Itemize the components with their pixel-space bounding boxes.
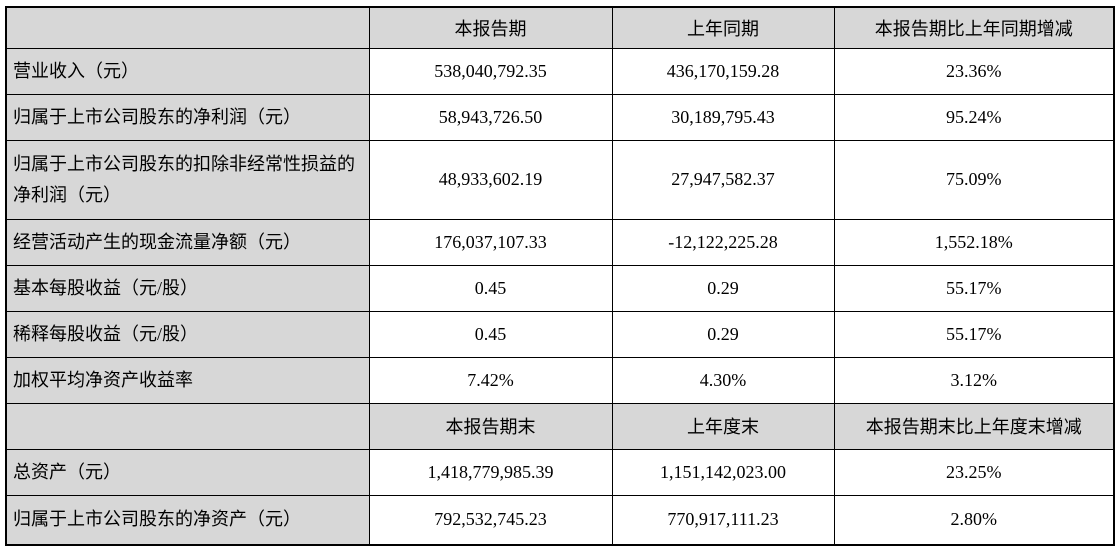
change-value: 3.12%: [833, 356, 1115, 404]
column-header-period-change: 本报告期比上年同期增减: [833, 6, 1115, 49]
table-row-net-profit: 归属于上市公司股东的净利润（元） 58,943,726.50 30,189,79…: [5, 93, 1115, 141]
row-label: 营业收入（元）: [5, 47, 370, 95]
table-row-net-profit-excl-nonrecurring: 归属于上市公司股东的扣除非经常性损益的净利润（元） 48,933,602.19 …: [5, 139, 1115, 220]
change-value: 95.24%: [833, 93, 1115, 141]
period-header-row: 本报告期 上年同期 本报告期比上年同期增减: [5, 6, 1115, 49]
prior-period-value: 0.29: [611, 310, 835, 358]
prior-period-value: 0.29: [611, 264, 835, 312]
prior-period-value: 1,151,142,023.00: [611, 448, 835, 496]
table-row-total-assets: 总资产（元） 1,418,779,985.39 1,151,142,023.00…: [5, 448, 1115, 496]
row-label: 归属于上市公司股东的净利润（元）: [5, 93, 370, 141]
row-label: 稀释每股收益（元/股）: [5, 310, 370, 358]
change-value: 55.17%: [833, 310, 1115, 358]
corner-cell: [5, 6, 370, 49]
table-row-net-assets: 归属于上市公司股东的净资产（元） 792,532,745.23 770,917,…: [5, 494, 1115, 546]
column-header-year-end-change: 本报告期末比上年度末增减: [833, 402, 1115, 450]
table-row-weighted-avg-roe: 加权平均净资产收益率 7.42% 4.30% 3.12%: [5, 356, 1115, 404]
row-label: 归属于上市公司股东的扣除非经常性损益的净利润（元）: [5, 139, 370, 220]
current-period-value: 0.45: [368, 264, 613, 312]
table-row-diluted-eps: 稀释每股收益（元/股） 0.45 0.29 55.17%: [5, 310, 1115, 358]
period-end-header-row: 本报告期末 上年度末 本报告期末比上年度末增减: [5, 402, 1115, 450]
current-period-value: 538,040,792.35: [368, 47, 613, 95]
current-period-value: 48,933,602.19: [368, 139, 613, 220]
prior-period-value: 30,189,795.43: [611, 93, 835, 141]
change-value: 23.36%: [833, 47, 1115, 95]
prior-period-value: 436,170,159.28: [611, 47, 835, 95]
financial-summary-table: 本报告期 上年同期 本报告期比上年同期增减 营业收入（元） 538,040,79…: [5, 6, 1115, 546]
table-row-operating-revenue: 营业收入（元） 538,040,792.35 436,170,159.28 23…: [5, 47, 1115, 95]
column-header-current-period: 本报告期: [368, 6, 613, 49]
prior-period-value: 770,917,111.23: [611, 494, 835, 546]
column-header-prior-period: 上年同期: [611, 6, 835, 49]
row-label: 经营活动产生的现金流量净额（元）: [5, 218, 370, 266]
change-value: 1,552.18%: [833, 218, 1115, 266]
prior-period-value: 4.30%: [611, 356, 835, 404]
prior-period-value: 27,947,582.37: [611, 139, 835, 220]
change-value: 75.09%: [833, 139, 1115, 220]
change-value: 2.80%: [833, 494, 1115, 546]
current-period-value: 792,532,745.23: [368, 494, 613, 546]
row-label: 基本每股收益（元/股）: [5, 264, 370, 312]
column-header-prior-year-end: 上年度末: [611, 402, 835, 450]
table-row-basic-eps: 基本每股收益（元/股） 0.45 0.29 55.17%: [5, 264, 1115, 312]
prior-period-value: -12,122,225.28: [611, 218, 835, 266]
current-period-value: 176,037,107.33: [368, 218, 613, 266]
table-row-operating-cash-flow: 经营活动产生的现金流量净额（元） 176,037,107.33 -12,122,…: [5, 218, 1115, 266]
row-label: 总资产（元）: [5, 448, 370, 496]
row-label: 加权平均净资产收益率: [5, 356, 370, 404]
change-value: 23.25%: [833, 448, 1115, 496]
row-label: 归属于上市公司股东的净资产（元）: [5, 494, 370, 546]
current-period-value: 7.42%: [368, 356, 613, 404]
current-period-value: 1,418,779,985.39: [368, 448, 613, 496]
current-period-value: 0.45: [368, 310, 613, 358]
change-value: 55.17%: [833, 264, 1115, 312]
current-period-value: 58,943,726.50: [368, 93, 613, 141]
column-header-period-end: 本报告期末: [368, 402, 613, 450]
corner-cell: [5, 402, 370, 450]
